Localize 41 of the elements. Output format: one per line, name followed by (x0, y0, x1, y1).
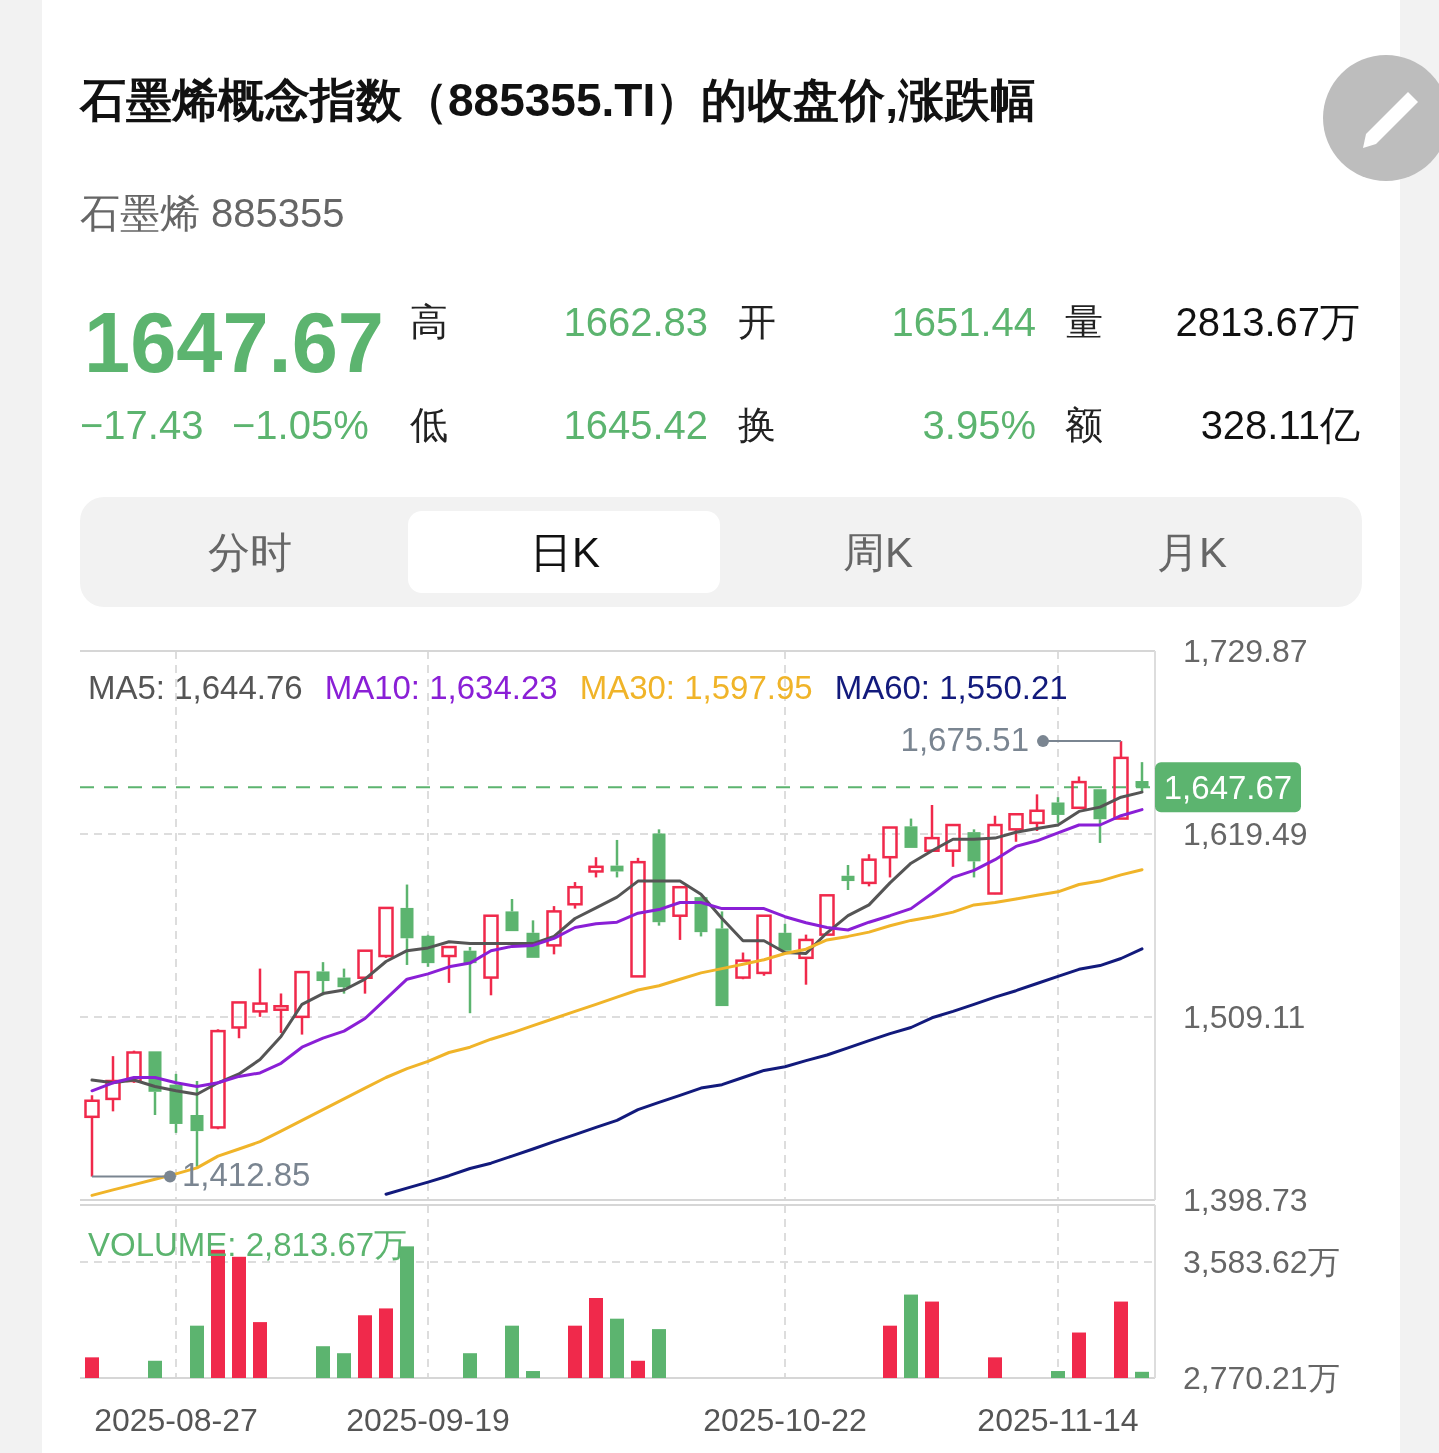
text: 1662.83 (563, 300, 708, 344)
ref-line-label: 1,647.67 (1163, 768, 1293, 806)
text: 1645.42 (563, 403, 708, 447)
line-series (384, 947, 1144, 1196)
text: 周K (842, 528, 914, 576)
annotation: 1,412.85 (182, 1156, 311, 1194)
line-series (90, 868, 1144, 1197)
text: MA5: 1,644.76 (88, 668, 303, 706)
text: 高 (410, 301, 448, 343)
text: 低 (410, 404, 448, 446)
text: 量 (1065, 301, 1103, 343)
y-tick-label: 1,729.87 (1183, 633, 1308, 669)
x-tick-label: 2025-09-19 (346, 1402, 510, 1438)
y-tick-label: 2,770.21万 (1183, 1360, 1340, 1396)
text: MA30: 1,597.95 (579, 668, 813, 706)
text: 328.11亿 (1200, 403, 1360, 447)
text: 1651.44 (891, 300, 1036, 344)
text: MA60: 1,550.21 (834, 668, 1068, 706)
series-label: VOLUME: 2,813.67万 (88, 1225, 408, 1263)
text: MA10: 1,634.23 (324, 668, 558, 706)
annotation: 1,675.51 (900, 720, 1029, 758)
text: 石墨烯概念指数（885355.TI）的收盘价,涨跌幅 (79, 74, 1036, 126)
text: 石墨烯 885355 (80, 191, 345, 235)
text: 额 (1065, 404, 1103, 446)
text: 3.95% (922, 403, 1036, 447)
text: 分时 (208, 528, 292, 576)
y-tick-label: 1,619.49 (1183, 816, 1308, 852)
text: 2813.67万 (1175, 300, 1360, 344)
x-tick-label: 2025-08-27 (94, 1402, 258, 1438)
text: −1.05% (232, 403, 369, 447)
text: 开 (738, 301, 776, 343)
text: 换 (738, 404, 776, 446)
y-tick-label: 3,583.62万 (1183, 1243, 1340, 1280)
x-tick-label: 2025-10-22 (703, 1402, 867, 1438)
y-tick-label: 1,509.11 (1183, 999, 1306, 1035)
x-tick-label: 2025-11-14 (977, 1402, 1139, 1438)
text: 日K (529, 528, 601, 576)
text: 月K (1156, 528, 1228, 576)
text: 1647.67 (84, 294, 395, 390)
text: −17.43 (80, 403, 204, 447)
y-tick-label: 1,398.73 (1183, 1182, 1308, 1218)
